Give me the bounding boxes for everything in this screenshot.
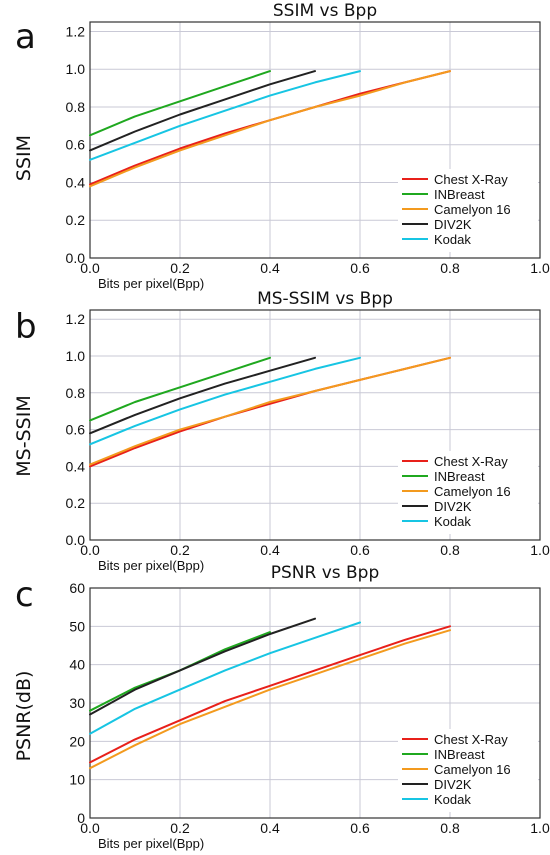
plot-frame [89,587,541,819]
series-line-kodak [89,356,361,446]
chart-panel-b: b MS-SSIM vs Bpp MS-SSIM 0.0 0.2 0.4 0.6 0.8 1.0… [13,289,550,573]
series-line-div2k [89,70,316,152]
legend-entry: Kodak [434,232,471,247]
x-tick-label: 1.0 [530,542,550,558]
series-line-camelyon-16 [89,356,451,466]
y-tick-label: 10 [69,772,85,788]
chart-panel-a: a SSIM vs Bpp SSIM 0.0 0.2 0.4 0.6 0.8 1.0 0.0 0.2… [13,1,550,291]
x-tick-label: 0.0 [80,820,100,836]
chart-panel-c: c PSNR vs Bpp PSNR(dB) 0.0 0.2 0.4 0.6 0.8 1.0 0 1… [13,563,550,851]
y-tick-label: 1.0 [66,348,86,364]
series-line-div2k [89,617,316,716]
y-tick-label: 1.0 [66,61,86,77]
x-tick-label: 0.6 [350,260,370,276]
x-tick-label: 0.6 [350,542,370,558]
series-line-inbreast [89,70,271,137]
legend-entry: INBreast [434,747,485,762]
plot-frame [89,309,541,541]
legend-entry: Camelyon 16 [434,762,511,777]
y-tick-label: 1.2 [66,311,86,327]
series-line-camelyon-16 [89,629,451,770]
chart-title: MS-SSIM vs Bpp [257,289,393,309]
legend-entry: Camelyon 16 [434,202,511,217]
series-line-kodak [89,621,361,735]
chart-title: SSIM vs Bpp [273,1,377,21]
chart-title: PSNR vs Bpp [271,563,380,583]
x-axis-label: Bits per pixel(Bpp) [98,276,204,291]
legend-entry: DIV2K [434,777,472,792]
series-line-camelyon-16 [89,70,451,188]
panel-label: a [15,17,36,57]
y-tick-label: 50 [69,618,85,634]
x-axis-label: Bits per pixel(Bpp) [98,836,204,851]
x-tick-label: 0.2 [170,820,190,836]
y-tick-label: 60 [69,580,85,596]
x-tick-label: 0.8 [440,820,460,836]
y-tick-label: 0.6 [66,137,86,153]
y-axis-label: MS-SSIM [13,395,35,476]
series-line-kodak [89,70,361,161]
y-tick-label: 0.0 [66,532,86,548]
x-tick-label: 1.0 [530,260,550,276]
legend-entry: Chest X-Ray [434,454,508,469]
y-axis-label: PSNR(dB) [13,671,35,762]
y-tick-label: 0 [77,810,85,826]
legend-entry: DIV2K [434,217,472,232]
x-tick-label: 0.0 [80,542,100,558]
series-line-inbreast [89,356,271,422]
y-tick-label: 30 [69,695,85,711]
legend-entry: INBreast [434,187,485,202]
x-tick-label: 0.0 [80,260,100,276]
y-tick-label: 0.2 [66,212,86,228]
panel-label: b [15,307,37,347]
series-line-chest-x-ray [89,625,451,764]
x-tick-label: 0.4 [260,542,280,558]
x-axis-label: Bits per pixel(Bpp) [98,558,204,573]
x-tick-label: 0.6 [350,820,370,836]
series-line-div2k [89,356,316,435]
y-tick-label: 0.4 [66,174,86,190]
legend-entry: DIV2K [434,499,472,514]
x-tick-label: 1.0 [530,820,550,836]
legend-entry: Kodak [434,514,471,529]
x-tick-label: 0.4 [260,820,280,836]
y-axis-label: SSIM [13,135,35,181]
legend-entry: Camelyon 16 [434,484,511,499]
legend-entry: Chest X-Ray [434,732,508,747]
x-tick-label: 0.8 [440,542,460,558]
plot-frame [89,21,541,259]
y-tick-label: 0.8 [66,385,86,401]
y-tick-label: 1.2 [66,23,86,39]
y-tick-label: 0.0 [66,250,86,266]
x-tick-label: 0.4 [260,260,280,276]
y-tick-label: 0.2 [66,495,86,511]
panel-label: c [15,575,34,615]
x-tick-label: 0.2 [170,260,190,276]
y-tick-label: 0.4 [66,458,86,474]
x-tick-label: 0.2 [170,542,190,558]
legend-entry: Chest X-Ray [434,172,508,187]
x-tick-label: 0.8 [440,260,460,276]
y-tick-label: 20 [69,733,85,749]
legend-entry: Kodak [434,792,471,807]
legend-entry: INBreast [434,469,485,484]
y-tick-label: 0.6 [66,422,86,438]
y-tick-label: 40 [69,657,85,673]
y-tick-label: 0.8 [66,99,86,115]
